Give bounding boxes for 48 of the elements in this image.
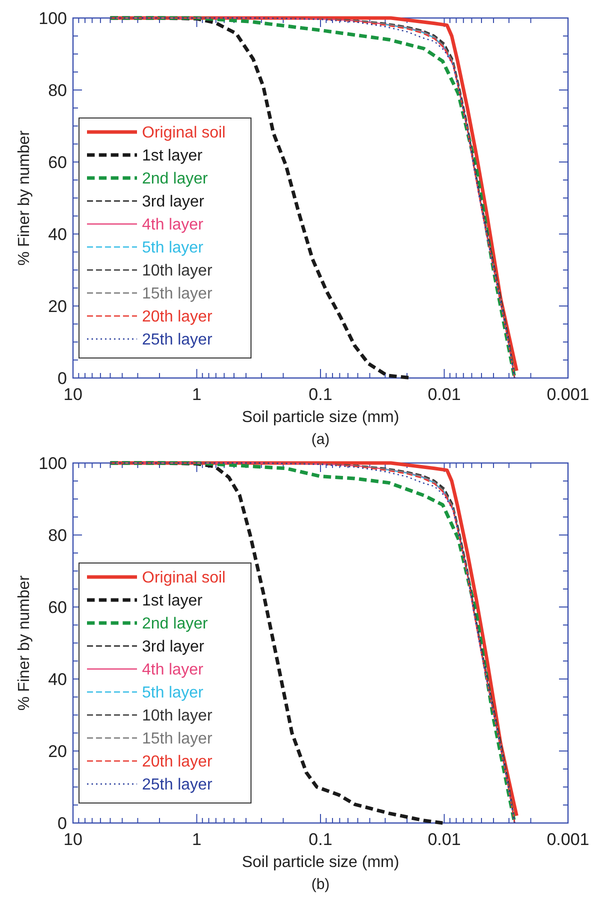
legend-label: 15th layer [142,730,213,748]
legend-label: 25th layer [142,332,213,349]
x-tick-label: 10 [64,830,82,849]
legend-label: Original soil [142,124,226,142]
legend-label: 15th layer [142,286,213,303]
y-axis-title: % Finer by number [16,574,33,711]
x-tick-label: 0.001 [546,385,590,404]
legend-label: 3rd layer [142,638,205,656]
y-tick-label: 0 [58,368,67,388]
y-tick-label: 20 [48,742,67,761]
y-tick-label: 60 [48,598,67,617]
legend-label: 25th layer [142,776,213,794]
legend-label: 5th layer [142,240,204,257]
x-tick-label: 0.01 [428,385,461,404]
legend-label: 20th layer [142,308,213,326]
y-tick-label: 60 [48,152,67,172]
x-tick-label: 0.1 [308,385,332,404]
legend-label: 4th layer [142,216,204,234]
legend-label: 10th layer [142,262,213,280]
x-axis-title: Soil particle size (mm) [242,409,400,426]
x-tick-label: 0.1 [308,830,332,849]
legend-label: 2nd layer [142,170,208,188]
x-tick-label: 1 [192,385,202,404]
legend-label: Original soil [142,570,226,587]
y-tick-label: 100 [38,454,67,473]
x-tick-label: 1 [192,830,202,849]
y-tick-label: 80 [48,80,67,100]
x-tick-label: 0.001 [546,830,590,849]
y-tick-label: 20 [48,296,67,316]
y-axis-title: % Finer by number [16,130,33,266]
legend-label: 20th layer [142,754,213,771]
y-tick-label: 80 [48,526,67,545]
text: (b) [311,876,330,893]
y-tick-label: 0 [58,814,67,833]
legend-label: 4th layer [142,662,204,679]
x-tick-label: 0.01 [428,830,461,849]
legend-label: 10th layer [142,708,213,725]
y-tick-label: 40 [48,670,67,689]
legend-label: 3rd layer [142,194,205,211]
text: (a) [311,431,330,448]
x-axis-title: Soil particle size (mm) [242,854,400,871]
legend-label: 5th layer [142,684,204,702]
legend-label: 1st layer [142,592,204,610]
y-tick-label: 100 [38,8,67,28]
legend-label: 1st layer [142,148,204,165]
y-tick-label: 40 [48,224,67,244]
x-tick-label: 10 [64,385,82,404]
legend-label: 2nd layer [142,616,208,633]
